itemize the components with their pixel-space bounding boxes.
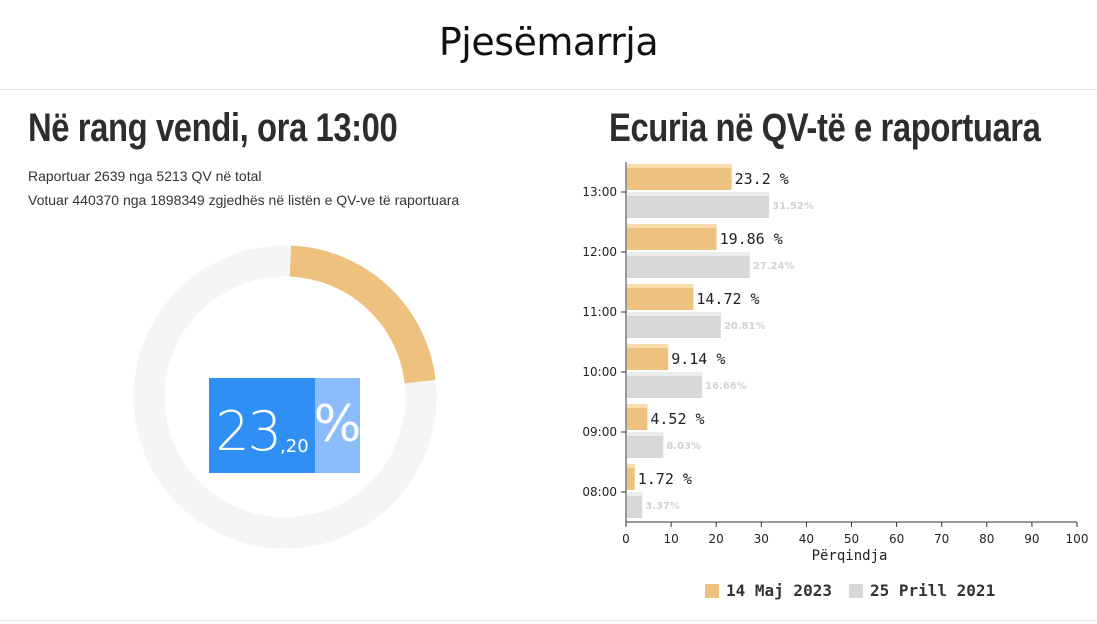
- bar-2023: [627, 284, 694, 310]
- bar-2023-highlight: [627, 344, 669, 348]
- bar-2021: [627, 492, 643, 518]
- page-title: Pjesëmarrja: [438, 20, 659, 64]
- x-tick-label: 10: [663, 532, 678, 546]
- legend-label-2021: 25 Prill 2021: [869, 581, 996, 600]
- legend-swatch-2021: [848, 583, 863, 598]
- turnout-percent-number: 23,20: [209, 378, 315, 473]
- bar-2021-highlight: [627, 312, 721, 316]
- bar-label-2021: 16.66%: [705, 381, 747, 392]
- y-tick-label: 08:00: [582, 485, 617, 499]
- legend-swatch-2023: [705, 583, 719, 598]
- bar-label-2023: 14.72 %: [696, 290, 759, 308]
- bar-2021: [627, 432, 664, 458]
- bar-2023-highlight: [627, 224, 717, 228]
- x-tick-label: 90: [1024, 532, 1039, 546]
- x-axis-label: Përqindja: [812, 548, 888, 564]
- bar-2021-highlight: [627, 372, 703, 376]
- donut-track: [133, 245, 437, 549]
- bar-label-2023: 1.72 %: [638, 470, 692, 488]
- bar-label-2023: 9.14 %: [671, 350, 725, 368]
- bar-label-2021: 31.52%: [772, 201, 814, 212]
- trend-heading: Ecuria në QV-të e raportuara: [609, 106, 1041, 150]
- bar-label-2023: 19.86 %: [720, 230, 783, 248]
- bar-2021-highlight: [627, 252, 750, 256]
- bar-2021: [627, 252, 750, 278]
- x-tick-label: 20: [709, 532, 724, 546]
- bar-label-2023: 23.2 %: [735, 170, 789, 188]
- national-heading: Në rang vendi, ora 13:00: [28, 106, 398, 150]
- bar-2023-highlight: [627, 404, 648, 408]
- y-tick-label: 13:00: [582, 185, 617, 199]
- page-header: Pjesëmarrja: [0, 0, 1097, 90]
- bar-label-2023: 4.52 %: [650, 410, 704, 428]
- bar-2023: [627, 464, 635, 490]
- turnout-percent-box: 23,20 %: [209, 378, 361, 473]
- y-tick-label: 11:00: [582, 305, 617, 319]
- bar-2023: [627, 404, 648, 430]
- x-tick-label: 30: [754, 532, 769, 546]
- bar-2021: [627, 192, 770, 218]
- x-tick-label: 60: [889, 532, 904, 546]
- y-tick-label: 09:00: [582, 425, 617, 439]
- bar-2021-highlight: [627, 492, 643, 496]
- y-tick-label: 10:00: [582, 365, 617, 379]
- x-tick-label: 80: [979, 532, 994, 546]
- bar-2021: [627, 312, 721, 338]
- turnout-percent-sign: %: [314, 378, 361, 473]
- bar-2023: [627, 224, 717, 250]
- voters-text: Votuar 440370 nga 1898349 zgjedhës në li…: [28, 192, 460, 208]
- x-tick-label: 40: [799, 532, 814, 546]
- bar-2023: [627, 344, 669, 370]
- bar-2023-highlight: [627, 164, 732, 168]
- bar-label-2021: 27.24%: [753, 261, 795, 272]
- y-tick-label: 12:00: [582, 245, 617, 259]
- chart-legend: 14 Maj 2023 25 Prill 2021: [705, 581, 1012, 600]
- donut-arc: [289, 245, 436, 384]
- x-tick-label: 70: [934, 532, 949, 546]
- legend-label-2023: 14 Maj 2023: [726, 581, 832, 600]
- bottom-divider: [0, 620, 1097, 621]
- bar-2021-highlight: [627, 192, 770, 196]
- turnout-percent-int: 23: [215, 399, 282, 463]
- bar-2023: [627, 164, 732, 190]
- bar-2023-highlight: [627, 284, 694, 288]
- bar-2021-highlight: [627, 432, 664, 436]
- bar-2023-highlight: [627, 464, 635, 468]
- x-tick-label: 100: [1066, 532, 1089, 546]
- x-tick-label: 0: [622, 532, 630, 546]
- bar-label-2021: 8.03%: [666, 441, 701, 452]
- reported-stations-text: Raportuar 2639 nga 5213 QV në total: [28, 168, 262, 184]
- x-tick-label: 50: [844, 532, 859, 546]
- legend-item-2023[interactable]: 14 Maj 2023: [705, 581, 832, 600]
- bar-label-2021: 20.81%: [724, 321, 766, 332]
- turnout-percent-decimal: ,20: [280, 436, 309, 457]
- legend-item-2021[interactable]: 25 Prill 2021: [848, 581, 996, 600]
- turnout-donut: [133, 245, 437, 549]
- bar-label-2021: 3.37%: [645, 501, 680, 512]
- bar-2021: [627, 372, 703, 398]
